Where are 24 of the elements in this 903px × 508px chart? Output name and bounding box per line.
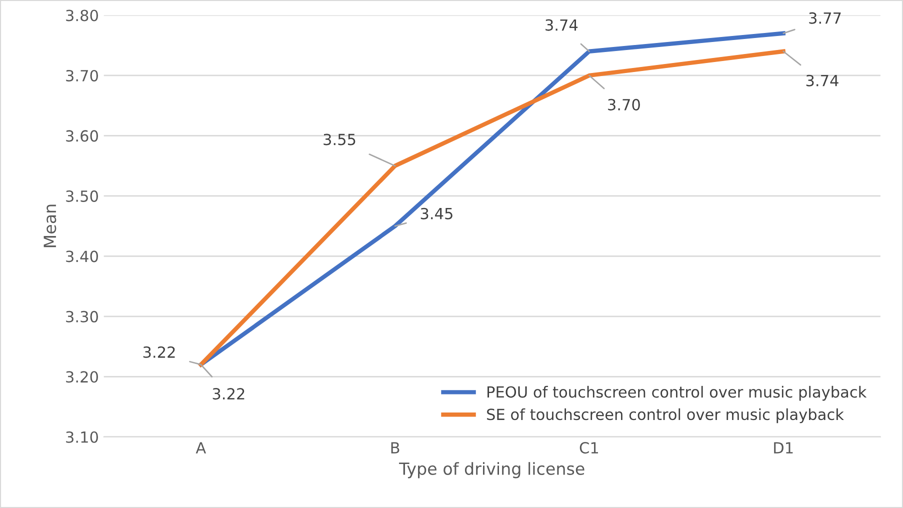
x-tick-label: D1 [774,442,793,454]
y-tick-label: 3.20 [66,371,98,383]
data-label: 3.74 [546,19,578,31]
data-label: 3.55 [324,134,356,146]
legend-label: PEOU of touchscreen control over music playback [488,386,867,401]
data-label: 3.22 [143,346,175,358]
data-label: 3.70 [608,98,640,110]
legend-label: SE of touchscreen control over music playback [487,408,844,424]
data-label: 3.74 [806,74,838,86]
y-tick-label: 3.80 [66,10,98,22]
x-tick-label: C1 [580,442,598,454]
data-label: 3.22 [212,388,244,400]
y-tick-label: 3.50 [66,190,98,202]
data-label: 3.77 [809,12,841,24]
x-tick-label: B [391,442,400,454]
data-label: 3.45 [420,208,452,220]
y-tick-label: 3.30 [66,310,98,322]
y-tick-label: 3.60 [66,130,98,142]
y-tick-label: 3.40 [66,250,98,262]
y-tick-label: 3.10 [66,431,98,443]
y-tick-label: 3.70 [66,70,98,82]
y-axis-title: Mean [44,204,56,248]
x-tick-label: A [196,442,206,454]
x-axis-title: Type of driving license [399,462,584,478]
